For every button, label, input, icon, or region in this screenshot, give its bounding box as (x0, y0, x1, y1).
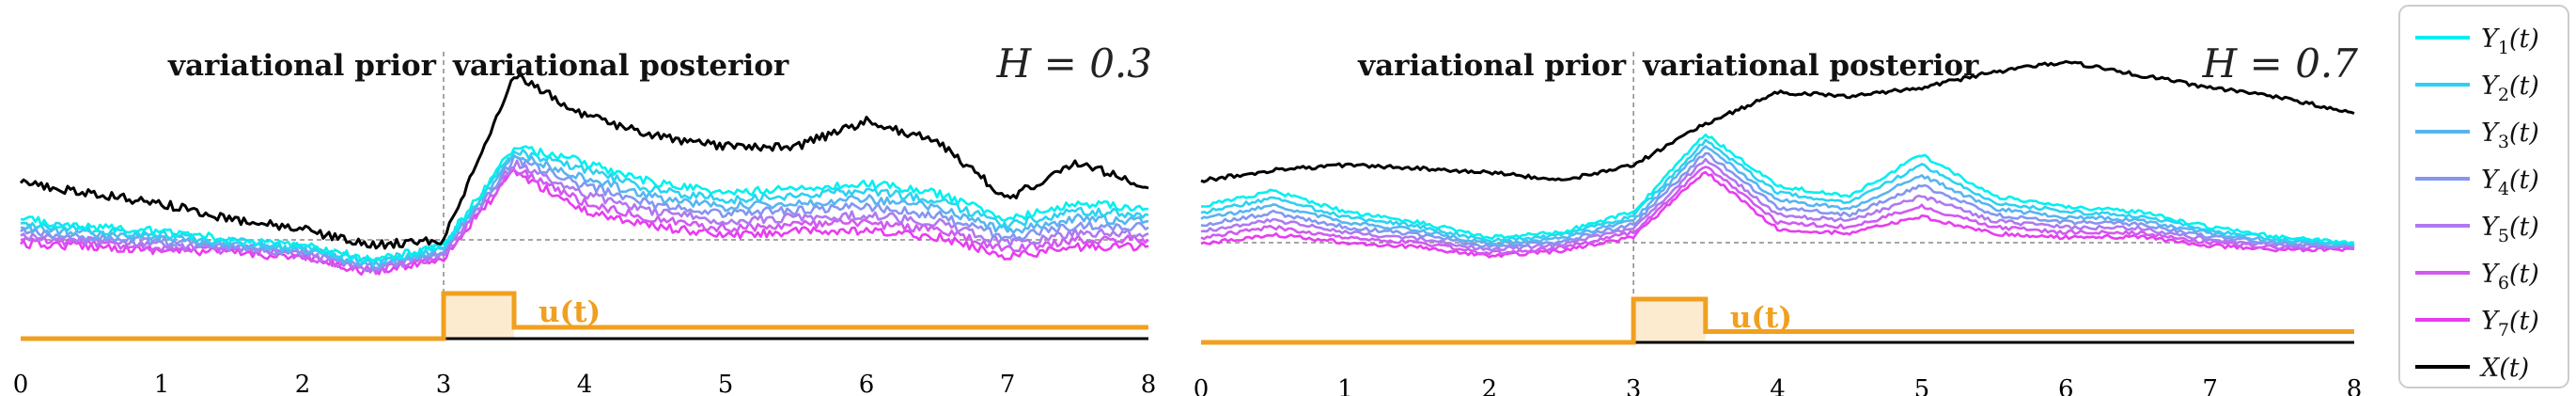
legend-entry-label: Y2(t) (2481, 71, 2539, 105)
x-tick-label: 1 (1337, 375, 1353, 396)
x-tick-label: 8 (2347, 375, 2363, 396)
panel-title: H = 0.3 (996, 40, 1152, 87)
subplot-1: u(t) variational prior variational posteri… (13, 40, 1157, 396)
legend-entry-label: Y3(t) (2481, 119, 2539, 152)
series-line-y2t (1200, 138, 2355, 246)
x-tick-label: 5 (1914, 375, 1930, 396)
region-label-posterior: variational posterior (1642, 49, 1979, 83)
series-line-y5t (1200, 157, 2355, 252)
x-tick-label: 5 (718, 371, 734, 396)
series-line-y6t (20, 168, 1149, 276)
control-label: u(t) (1730, 301, 1792, 335)
x-tick-label: 7 (2202, 375, 2218, 396)
x-tick-label: 3 (436, 371, 452, 396)
legend-entry-label: Y7(t) (2481, 307, 2539, 341)
legend-frame (2398, 5, 2569, 388)
control-label: u(t) (539, 295, 601, 329)
region-label-posterior: variational posterior (452, 49, 789, 83)
series-line-y2t (20, 149, 1149, 267)
x-tick-label: 3 (1626, 375, 1642, 396)
series-line-y7t (1200, 170, 2354, 259)
series-line-y1t (1201, 133, 2355, 246)
series-line-y7t (20, 167, 1149, 277)
x-tick-label: 6 (2058, 375, 2074, 396)
x-tick-label: 8 (1141, 371, 1157, 396)
series-line-y6t (1200, 166, 2355, 256)
x-tick-label: 7 (1000, 371, 1016, 396)
x-tick-label: 0 (1194, 375, 1210, 396)
x-tick-label: 1 (154, 371, 170, 396)
series-line-xt (19, 72, 1149, 250)
series-line-y4t (1200, 151, 2355, 249)
control-fill (444, 293, 514, 339)
control-line (21, 291, 1148, 341)
region-label-prior: variational prior (1357, 49, 1627, 83)
x-tick-label: 0 (13, 371, 29, 396)
series-line-y1t (20, 145, 1149, 263)
legend-entry-label: Y1(t) (2481, 24, 2539, 58)
legend-entry-label: X(t) (2479, 354, 2529, 383)
legend: Y1(t) Y2(t) Y3(t) Y4(t) Y5(t) Y6(t) Y7(t) X(t) (2398, 5, 2569, 388)
legend-entry-label: Y4(t) (2481, 166, 2539, 199)
x-tick-label: 4 (1770, 375, 1786, 396)
control-line (1201, 296, 2354, 345)
legend-entry-label: Y5(t) (2481, 213, 2539, 246)
panel-title: H = 0.7 (2202, 40, 2359, 87)
x-tick-label: 4 (577, 371, 593, 396)
subplot-2: u(t) variational prior variational posteri… (1194, 40, 2363, 396)
x-tick-label: 2 (295, 371, 311, 396)
region-label-prior: variational prior (167, 49, 437, 83)
legend-entry-label: Y6(t) (2481, 260, 2539, 293)
series-line-y3t (1200, 145, 2355, 247)
series-line-xt (1200, 59, 2355, 183)
control-fill (1633, 299, 1706, 342)
x-tick-label: 2 (1481, 375, 1497, 396)
series-line-y4t (20, 154, 1149, 272)
x-tick-label: 6 (859, 371, 875, 396)
